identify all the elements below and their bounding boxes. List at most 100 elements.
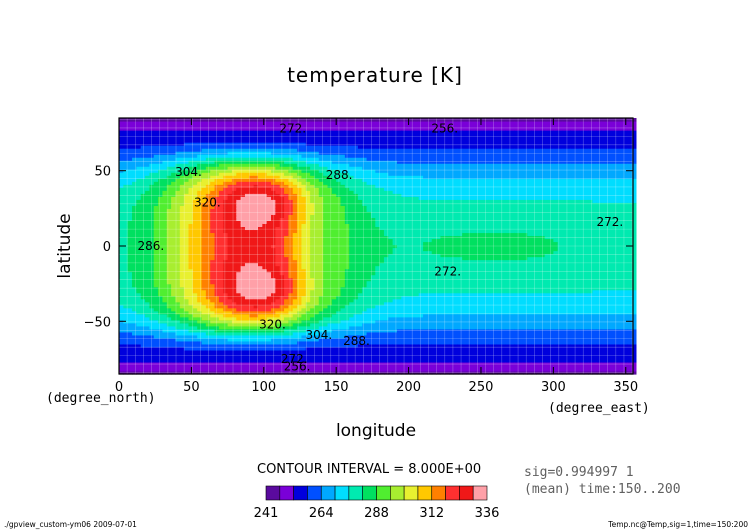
field-cell (297, 217, 303, 221)
field-cell (210, 181, 216, 185)
field-cell (140, 319, 146, 324)
field-cell (301, 127, 307, 131)
field-cell (253, 190, 259, 194)
field-cell (192, 160, 198, 164)
field-cell (292, 223, 298, 228)
field-cell (136, 142, 142, 146)
field-cell (136, 298, 142, 303)
field-cell (231, 151, 237, 155)
field-cell (132, 184, 137, 188)
field-cell (262, 292, 268, 297)
field-cell (188, 322, 194, 327)
field-cell (236, 172, 242, 176)
field-cell (214, 337, 220, 342)
field-cell (231, 193, 237, 197)
field-cell (123, 307, 129, 312)
field-cell (305, 262, 311, 267)
field-cell (227, 229, 233, 234)
field-cell (231, 214, 237, 218)
field-cell (236, 343, 242, 348)
field-cell (158, 355, 164, 360)
field-cell (244, 241, 250, 246)
field-cell (284, 223, 289, 228)
field-cell (223, 187, 229, 191)
field-cell (145, 139, 150, 143)
field-cell (262, 298, 268, 303)
field-cell (292, 217, 298, 221)
field-cell (136, 304, 142, 309)
field-cell (271, 265, 276, 270)
field-cell (231, 283, 237, 288)
field-cell (231, 217, 237, 221)
field-cell (192, 253, 198, 258)
field-cell (158, 265, 164, 270)
field-cell (279, 136, 285, 140)
field-cell (288, 268, 294, 273)
field-cell (119, 352, 124, 357)
field-cell (310, 208, 316, 212)
field-cell (184, 319, 190, 324)
field-cell (288, 370, 294, 375)
field-cell (249, 175, 255, 179)
field-cell (314, 310, 320, 315)
field-cell (153, 151, 159, 155)
field-cell (279, 244, 285, 249)
field-cell (205, 151, 211, 155)
field-cell (258, 256, 263, 261)
field-cell (227, 334, 233, 339)
field-cell (188, 361, 194, 366)
field-cell (140, 370, 146, 375)
field-cell (153, 346, 159, 351)
field-cell (266, 238, 272, 243)
field-cell (249, 154, 255, 158)
field-cell (158, 157, 164, 161)
field-cell (127, 196, 133, 200)
field-cell (236, 271, 242, 276)
field-cell (123, 271, 129, 276)
field-cell (192, 190, 198, 194)
field-cell (132, 253, 137, 258)
field-cell (310, 316, 316, 321)
field-cell (140, 301, 146, 306)
field-cell (123, 352, 129, 357)
field-cell (310, 139, 316, 143)
field-cell (284, 286, 289, 291)
field-cell (262, 208, 268, 212)
field-cell (227, 307, 233, 312)
field-cell (223, 148, 229, 152)
field-cell (149, 244, 155, 249)
field-cell (162, 301, 168, 306)
field-cell (179, 175, 185, 179)
field-cell (184, 289, 190, 294)
field-cell (227, 259, 233, 264)
field-cell (249, 244, 255, 249)
field-cell (188, 232, 194, 237)
field-cell (227, 163, 233, 167)
field-cell (305, 292, 311, 297)
field-cell (305, 139, 311, 143)
field-cell (136, 286, 142, 291)
field-cell (158, 331, 164, 336)
field-cell (149, 226, 155, 231)
field-cell (284, 295, 289, 300)
field-cell (136, 262, 142, 267)
field-cell (249, 220, 255, 225)
field-cell (305, 340, 311, 345)
field-cell (240, 166, 246, 170)
field-cell (288, 316, 294, 321)
field-cell (210, 124, 216, 128)
field-cell (271, 352, 276, 357)
field-cell (266, 358, 272, 363)
field-cell (132, 247, 137, 252)
field-cell (297, 229, 303, 234)
field-cell (284, 193, 289, 197)
field-cell (136, 328, 142, 333)
field-cell (305, 184, 311, 188)
field-cell (184, 175, 190, 179)
field-cell (145, 226, 150, 231)
field-cell (145, 361, 150, 366)
field-cell (218, 307, 224, 312)
field-cell (123, 139, 129, 143)
field-cell (301, 220, 307, 225)
field-cell (136, 340, 142, 345)
